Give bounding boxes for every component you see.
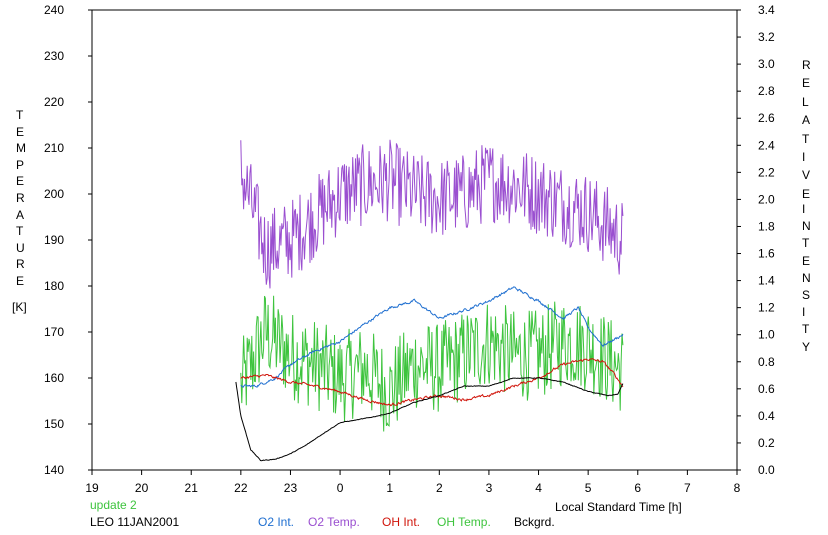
axis-title-letter: E [802,76,811,91]
x-tick-label: 22 [234,481,248,495]
right-tick-label: 2.8 [758,84,775,98]
x-tick-label: 21 [185,481,199,495]
axis-title-letter: Y [802,339,811,354]
x-tick-label: 1 [386,481,393,495]
axis-title-letter: T [16,108,24,122]
x-tick-label: 5 [585,481,592,495]
left-tick-label: 230 [44,49,64,63]
left-tick-label: 140 [44,463,64,477]
x-axis-title: Local Standard Time [h] [555,500,682,514]
axis-title-letter: V [802,168,811,183]
right-tick-label: 1.4 [758,274,775,288]
axis-title-letter: I [802,305,806,320]
axis-title-letter: I [802,202,806,216]
ticks-layer: 1401501601701801902002102202302400.00.20… [44,3,775,495]
x-tick-label: 0 [337,481,344,495]
axis-title-letter: N [802,270,811,285]
axis-title-letter: T [16,224,24,239]
axis-title-letter: E [802,186,811,201]
right-tick-label: 3.4 [758,3,775,17]
axis-title-letter: T [802,236,810,251]
x-tick-label: 4 [535,481,542,495]
series-o2-temp [240,139,624,289]
x-tick-label: 2 [436,481,443,495]
right-tick-label: 2.0 [758,192,775,206]
left-axis-unit: [K] [12,300,27,314]
axis-title-letter: P [16,157,25,172]
axis-title-letter: E [16,124,25,139]
right-tick-label: 2.6 [758,111,775,125]
axis-title-letter: R [802,58,811,72]
right-tick-label: 0.4 [758,409,775,423]
left-tick-label: 160 [44,371,64,385]
series-o2-int [240,286,624,388]
right-tick-label: 0.2 [758,436,775,450]
axis-title-letter: T [802,131,810,146]
right-tick-label: 2.4 [758,138,775,152]
legend-item-bckgrd: Bckgrd. [514,515,555,529]
x-tick-label: 8 [734,481,741,495]
axis-title-letter: U [16,240,25,255]
left-tick-label: 170 [44,325,64,339]
left-tick-label: 200 [44,187,64,201]
right-tick-label: 0.8 [758,355,775,369]
plot-border [91,9,738,471]
series-oh-int [240,358,624,407]
left-tick-label: 150 [44,417,64,431]
left-tick-label: 210 [44,141,64,155]
legend-item-o2-int: O2 Int. [258,515,295,529]
legend-item-o2-temp: O2 Temp. [308,515,360,529]
right-tick-label: 0.6 [758,382,775,396]
x-tick-label: 19 [85,481,99,495]
axis-title-letter: I [802,150,806,164]
series-bckgrd [235,377,624,462]
x-tick-label: 20 [135,481,149,495]
right-tick-label: 2.2 [758,165,775,179]
right-tick-label: 1.0 [758,328,775,342]
left-tick-label: 240 [44,3,64,17]
axis-title-letter: N [802,219,811,234]
right-tick-label: 1.8 [758,219,775,233]
left-tick-label: 180 [44,279,64,293]
axis-title-letter: R [16,257,25,272]
axis-title-letter: S [802,288,811,302]
right-tick-label: 0.0 [758,463,775,477]
x-tick-label: 3 [486,481,493,495]
left-tick-label: 190 [44,233,64,247]
axis-title-letter: E [16,274,25,288]
axis-title-letter: T [802,322,810,337]
series-layer [235,139,624,462]
legend-item-oh-int: OH Int. [382,515,421,529]
axis-title-letter: A [802,113,811,128]
left-tick-label: 220 [44,95,64,109]
axis-title-letter: E [16,174,25,189]
axis-title-letter: A [16,207,25,222]
plot-frame [91,9,738,471]
x-tick-label: 7 [684,481,691,495]
axis-title-letter: L [802,94,809,109]
right-tick-label: 3.0 [758,57,775,71]
station-caption: LEO 11JAN2001 [90,515,180,529]
right-tick-label: 3.2 [758,30,775,44]
legend-item-oh-temp: OH Temp. [437,515,491,529]
axis-title-letter: E [802,253,811,268]
x-tick-label: 6 [634,481,641,495]
axis-title-letter: R [16,191,25,205]
x-tick-label: 23 [284,481,298,495]
right-tick-label: 1.6 [758,247,775,261]
update-caption: update 2 [90,498,137,512]
axis-title-letter: M [16,141,26,156]
right-tick-label: 1.2 [758,301,775,315]
